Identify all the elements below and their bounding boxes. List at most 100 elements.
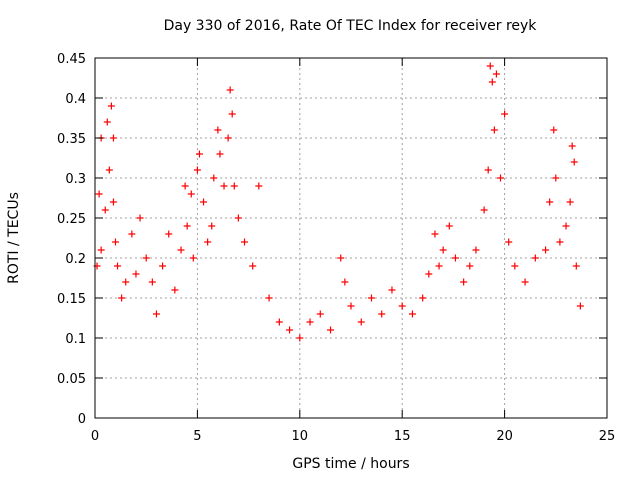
x-tick-label: 25 xyxy=(599,429,616,444)
data-point xyxy=(181,182,189,190)
data-point xyxy=(542,246,550,254)
y-tick-label: 0.05 xyxy=(57,372,86,387)
data-point xyxy=(572,262,580,270)
data-point xyxy=(357,318,365,326)
data-point xyxy=(347,302,355,310)
data-point xyxy=(103,118,111,126)
data-point xyxy=(460,278,468,286)
data-point xyxy=(249,262,257,270)
x-tick-label: 5 xyxy=(193,429,201,444)
data-point xyxy=(306,318,314,326)
data-point xyxy=(95,190,103,198)
data-point xyxy=(445,222,453,230)
y-tick-label: 0.15 xyxy=(57,292,86,307)
data-point xyxy=(97,246,105,254)
data-point xyxy=(142,254,150,262)
data-point xyxy=(367,294,375,302)
data-point xyxy=(408,310,416,318)
data-point xyxy=(165,230,173,238)
data-point xyxy=(234,214,242,222)
data-point xyxy=(550,126,558,134)
data-point xyxy=(378,310,386,318)
data-point xyxy=(255,182,263,190)
data-point xyxy=(171,286,179,294)
data-point xyxy=(425,270,433,278)
data-point xyxy=(214,126,222,134)
y-tick-label: 0 xyxy=(78,412,86,427)
data-point xyxy=(107,102,115,110)
data-point xyxy=(531,254,539,262)
data-point xyxy=(128,230,136,238)
data-point xyxy=(492,70,500,78)
data-point xyxy=(265,294,273,302)
data-point xyxy=(195,150,203,158)
data-point xyxy=(484,166,492,174)
data-point xyxy=(490,126,498,134)
x-axis-label: GPS time / hours xyxy=(292,456,410,472)
data-point xyxy=(521,278,529,286)
data-point xyxy=(101,206,109,214)
data-point xyxy=(552,174,560,182)
data-point xyxy=(111,238,119,246)
data-point xyxy=(562,222,570,230)
data-point xyxy=(556,238,564,246)
data-point xyxy=(570,158,578,166)
data-point xyxy=(275,318,283,326)
data-point xyxy=(480,206,488,214)
data-point xyxy=(228,110,236,118)
x-tick-label: 15 xyxy=(394,429,411,444)
data-point xyxy=(159,262,167,270)
data-point xyxy=(341,278,349,286)
data-point xyxy=(216,150,224,158)
data-point xyxy=(505,238,513,246)
data-point xyxy=(327,326,335,334)
data-point xyxy=(208,222,216,230)
data-point xyxy=(511,262,519,270)
data-point xyxy=(187,190,195,198)
data-point xyxy=(204,238,212,246)
data-point xyxy=(472,246,480,254)
data-point xyxy=(226,86,234,94)
data-point xyxy=(230,182,238,190)
data-point xyxy=(122,278,130,286)
data-point xyxy=(152,310,160,318)
x-tick-label: 20 xyxy=(496,429,513,444)
data-point xyxy=(296,334,304,342)
data-point xyxy=(431,230,439,238)
data-point xyxy=(546,198,554,206)
data-point xyxy=(148,278,156,286)
data-point xyxy=(183,222,191,230)
data-point xyxy=(466,262,474,270)
data-point xyxy=(114,262,122,270)
data-point xyxy=(435,262,443,270)
data-point xyxy=(105,166,113,174)
y-tick-label: 0.25 xyxy=(57,212,86,227)
data-point xyxy=(576,302,584,310)
y-tick-label: 0.2 xyxy=(65,252,86,267)
data-point xyxy=(286,326,294,334)
data-point xyxy=(337,254,345,262)
plot-frame xyxy=(94,57,608,419)
y-tick-label: 0.35 xyxy=(57,132,86,147)
data-point xyxy=(109,134,117,142)
y-tick-label: 0.1 xyxy=(65,332,86,347)
data-point xyxy=(419,294,427,302)
data-points xyxy=(93,62,584,342)
data-point xyxy=(210,174,218,182)
y-tick-label: 0.3 xyxy=(65,172,86,187)
data-point xyxy=(220,182,228,190)
data-point xyxy=(200,198,208,206)
data-point xyxy=(241,238,249,246)
data-point xyxy=(136,214,144,222)
data-point xyxy=(109,198,117,206)
data-point xyxy=(177,246,185,254)
data-point xyxy=(189,254,197,262)
data-point xyxy=(568,142,576,150)
y-tick-label: 0.45 xyxy=(57,52,86,67)
data-point xyxy=(388,286,396,294)
data-point xyxy=(398,302,406,310)
data-point xyxy=(488,78,496,86)
data-point xyxy=(451,254,459,262)
data-point xyxy=(132,270,140,278)
